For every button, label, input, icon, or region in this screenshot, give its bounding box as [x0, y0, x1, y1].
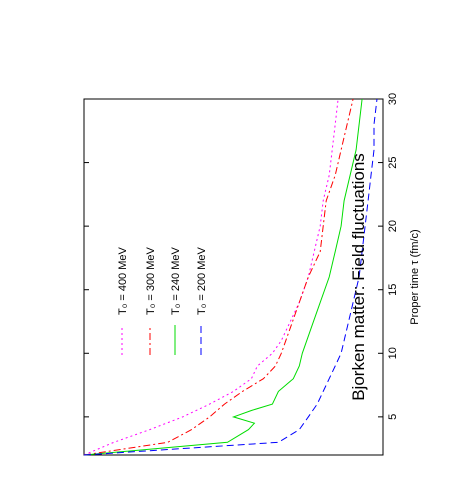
x-axis-label: Proper time τ (fm/c): [409, 229, 421, 324]
series-group: [83, 98, 378, 456]
legend-label: T₀ = 200 MeV: [196, 246, 208, 315]
plot-frame: [83, 98, 384, 456]
legend-label: T₀ = 240 MeV: [170, 246, 182, 315]
x-tick-label: 10: [387, 347, 399, 359]
legend: T₀ = 400 MeV T₀ = 300 MeV T₀ = 240 MeV T₀ =…: [117, 246, 208, 355]
series-line: [83, 98, 339, 456]
series-line: [83, 98, 354, 456]
x-tick-label: 20: [387, 220, 399, 232]
legend-label: T₀ = 400 MeV: [117, 246, 129, 315]
chart-title: Bjorken matter: Field fluctuations: [349, 153, 368, 401]
axis-ticks: 5 10 15 20 25 30: [84, 93, 399, 420]
x-tick-label: 25: [387, 156, 399, 168]
series-line: [83, 98, 378, 456]
legend-label: T₀ = 300 MeV: [145, 246, 157, 315]
x-tick-label: 15: [387, 284, 399, 296]
series-line: [83, 98, 363, 456]
x-tick-label: 5: [387, 414, 399, 420]
x-tick-label: 30: [387, 93, 399, 105]
